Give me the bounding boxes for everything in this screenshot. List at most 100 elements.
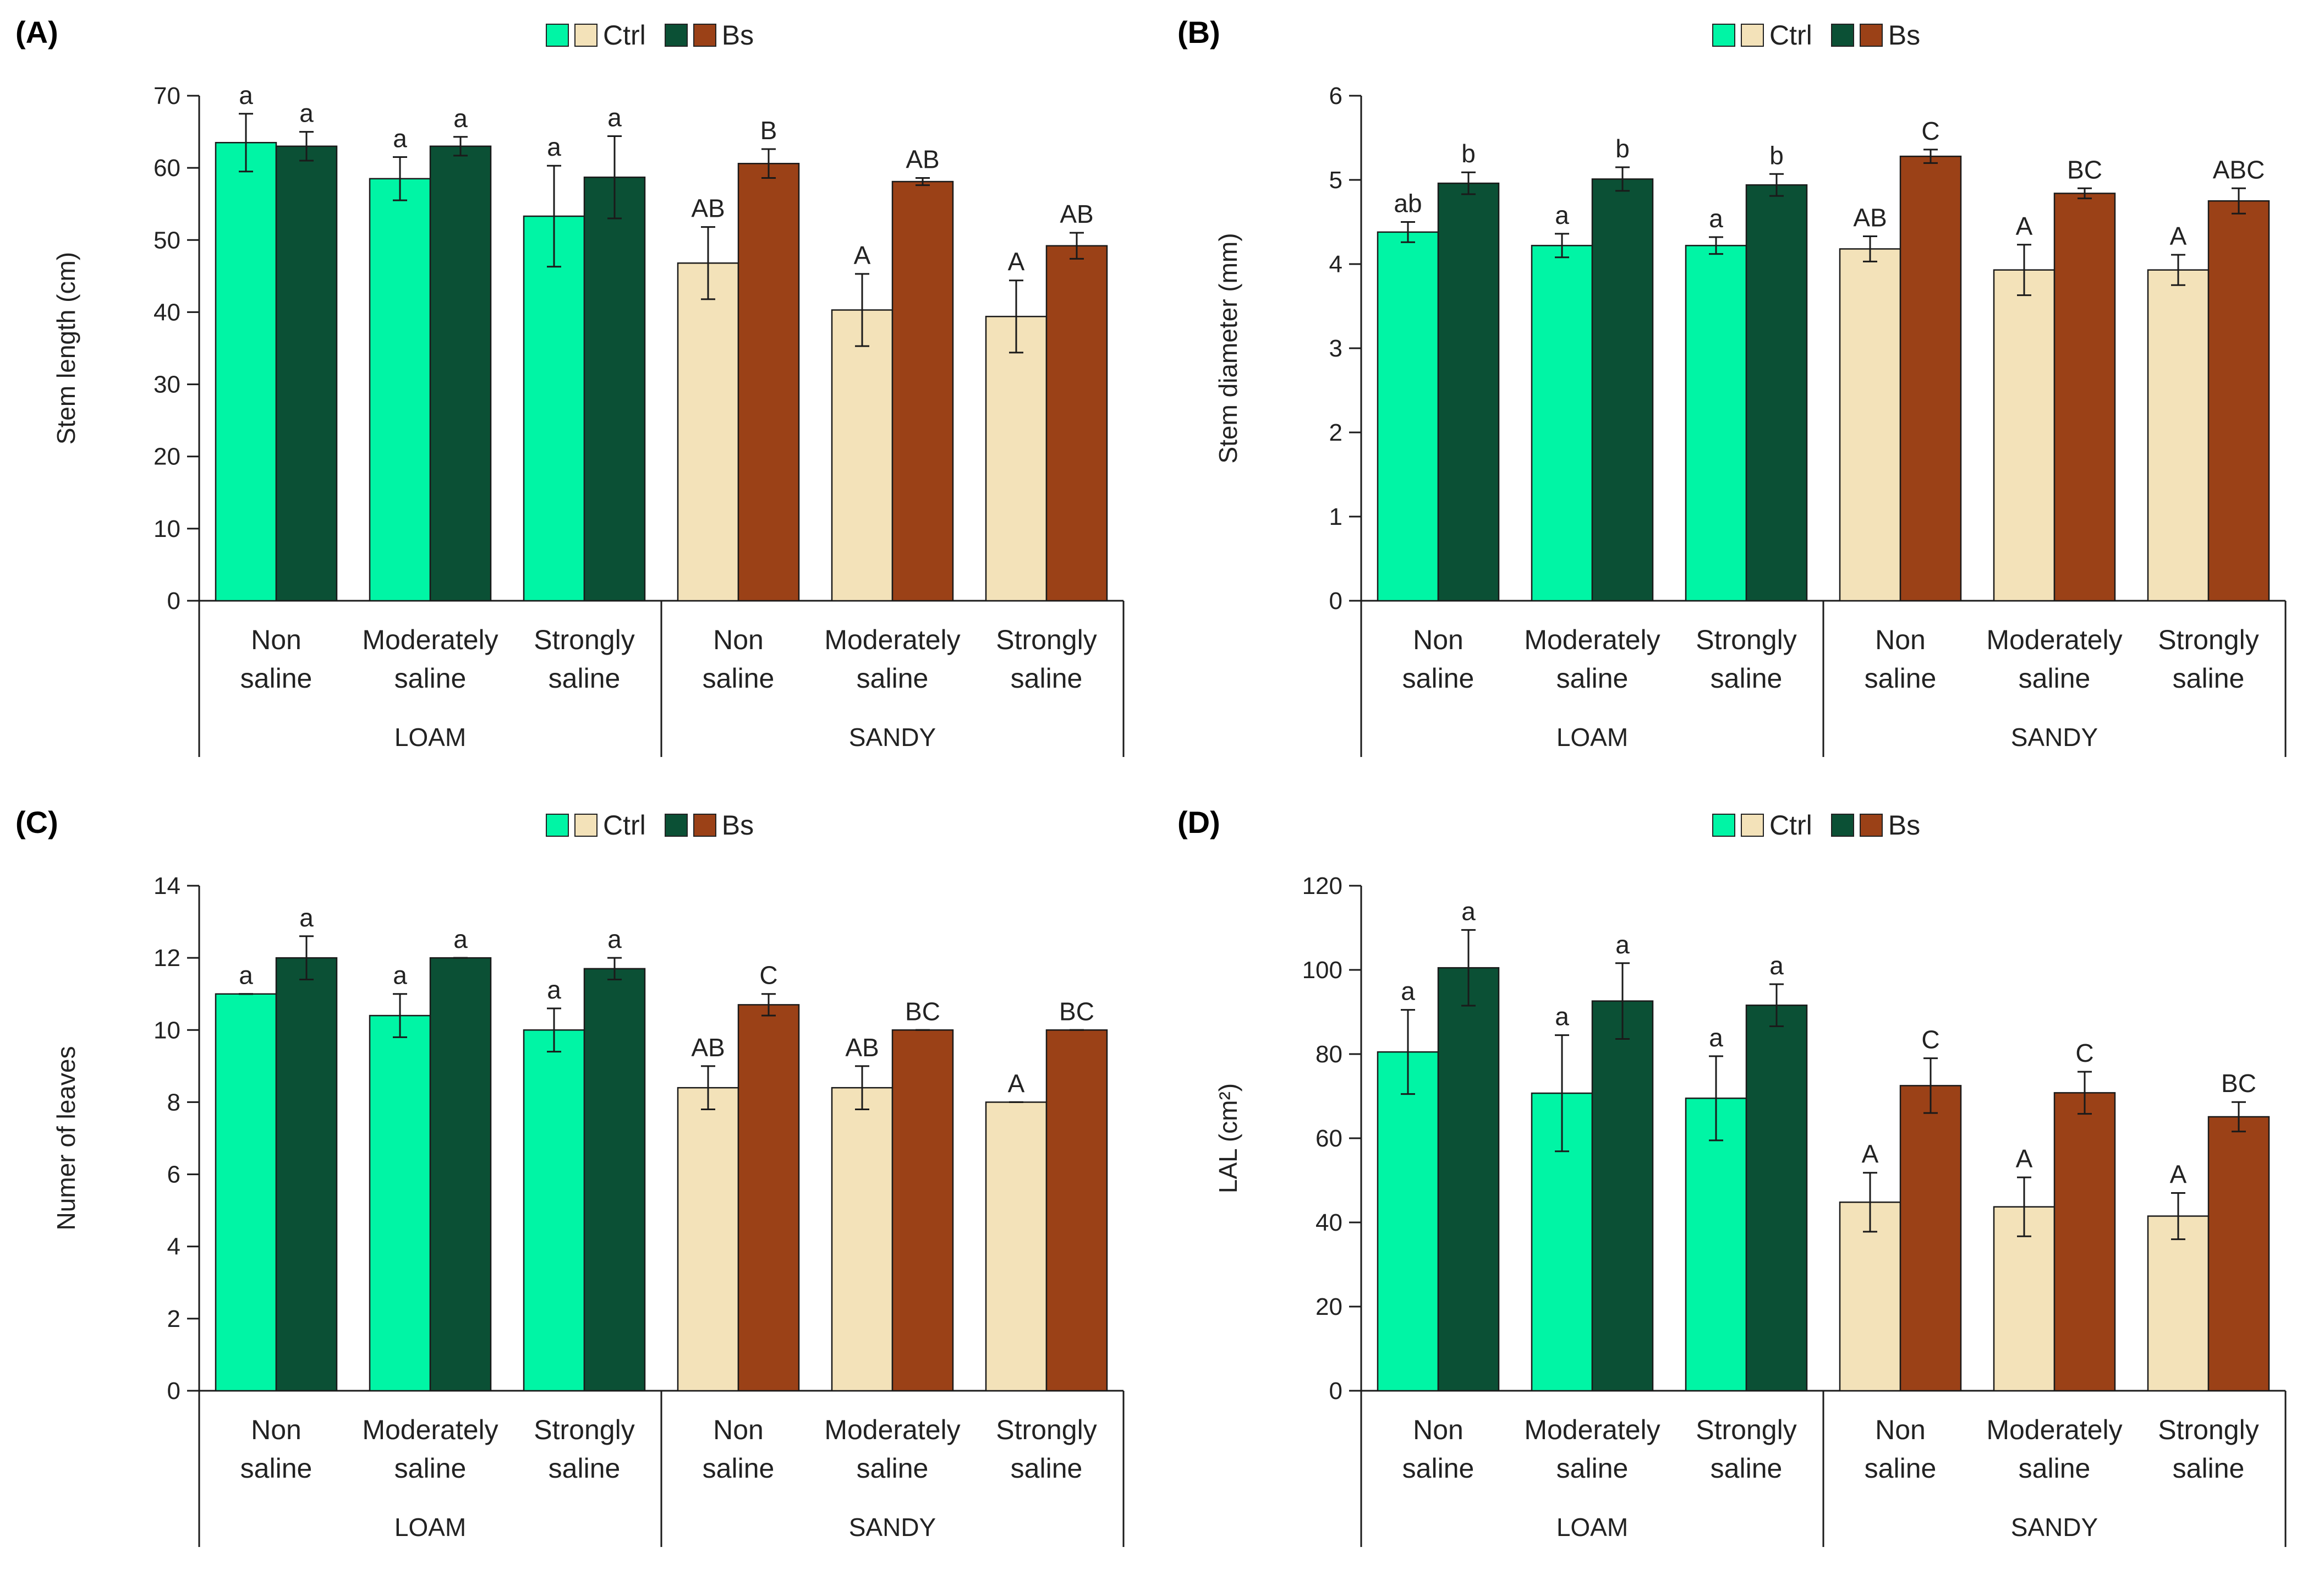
x-category-label-line2: saline xyxy=(394,663,467,694)
x-category-label-line2: saline xyxy=(703,663,775,694)
x-category-label-line1: Non xyxy=(1413,1414,1464,1445)
x-category-label-line2: saline xyxy=(2173,663,2245,694)
legend-swatch-loam-bs xyxy=(1830,24,1854,47)
y-tick-label: 30 xyxy=(154,371,180,398)
x-group-label: SANDY xyxy=(2011,1513,2098,1541)
bar-ctrl xyxy=(1685,1098,1747,1392)
x-category-label-line2: saline xyxy=(857,663,929,694)
x-category-label-line2: saline xyxy=(703,1453,775,1484)
significance-label: AB xyxy=(1060,200,1093,228)
legend-swatch-sandy-bs xyxy=(1859,814,1883,837)
bar-ctrl xyxy=(677,1087,739,1392)
significance-label: a xyxy=(1401,977,1415,1006)
legend-bs-label: Bs xyxy=(721,20,754,51)
x-category-label-line2: saline xyxy=(549,1453,621,1484)
x-group-label: SANDY xyxy=(2011,723,2098,751)
y-tick-label: 5 xyxy=(1329,167,1342,194)
bar-bs xyxy=(275,145,338,602)
x-category-label-line2: saline xyxy=(1011,1453,1083,1484)
bar-ctrl xyxy=(369,178,431,602)
significance-label: a xyxy=(1461,897,1476,925)
x-category-label-line1: Moderately xyxy=(1524,1414,1660,1445)
x-category-label-line1: Strongly xyxy=(534,1414,634,1445)
significance-label: b xyxy=(1769,141,1784,169)
bar-ctrl xyxy=(1377,231,1439,602)
significance-label: b xyxy=(1461,139,1476,168)
bar-bs xyxy=(1437,967,1500,1392)
y-tick-label: 80 xyxy=(1316,1041,1342,1068)
legend-swatch-sandy-ctrl xyxy=(574,24,598,47)
bar-ctrl xyxy=(2147,269,2210,602)
bar-bs xyxy=(1745,1005,1808,1392)
legend-bs-label: Bs xyxy=(1888,20,1921,51)
y-tick-label: 40 xyxy=(1316,1209,1342,1236)
legend-swatch-sandy-bs xyxy=(693,814,716,837)
chart-b: 0 1 2 3 4 5 6 Stem diameter (mm) Non saline Modera… xyxy=(1214,83,2287,757)
y-tick-label: 1 xyxy=(1329,503,1342,530)
significance-label: ab xyxy=(1394,189,1422,218)
y-axis-title: Stem diameter (mm) xyxy=(1214,233,1242,463)
panel-label: (C) xyxy=(15,805,58,840)
significance-label: a xyxy=(453,925,468,953)
significance-label: BC xyxy=(1059,997,1094,1025)
significance-label: a xyxy=(1615,930,1630,959)
bar-bs xyxy=(583,968,646,1392)
significance-label: BC xyxy=(2221,1069,2256,1098)
x-group-label: LOAM xyxy=(1556,1513,1628,1541)
legend-ctrl-label: Ctrl xyxy=(1769,20,1812,51)
significance-label: a xyxy=(1555,201,1569,229)
x-category-label-line2: saline xyxy=(240,663,313,694)
significance-label: a xyxy=(299,903,314,932)
x-category-label-line1: Strongly xyxy=(534,624,634,655)
bar-bs xyxy=(891,180,954,602)
x-category-label-line1: Non xyxy=(1413,624,1464,655)
x-category-label-line2: saline xyxy=(394,1453,467,1484)
y-tick-label: 20 xyxy=(154,443,180,470)
y-tick-label: 3 xyxy=(1329,335,1342,362)
legend-swatch-loam-bs xyxy=(664,24,688,47)
y-tick-label: 8 xyxy=(167,1089,180,1116)
y-tick-label: 2 xyxy=(167,1305,180,1332)
x-category-label-line2: saline xyxy=(1556,1453,1629,1484)
y-tick-label: 6 xyxy=(1329,83,1342,109)
x-category-label-line2: saline xyxy=(2173,1453,2245,1484)
legend-swatch-sandy-ctrl xyxy=(1741,814,1764,837)
y-tick-label: 50 xyxy=(154,227,180,254)
significance-label: a xyxy=(607,103,622,131)
bar-bs xyxy=(2053,1092,2116,1392)
y-tick-label: 70 xyxy=(154,83,180,109)
legend-swatch-loam-bs xyxy=(1830,814,1854,837)
bar-bs xyxy=(1591,1000,1654,1392)
bar-bs xyxy=(2053,193,2116,602)
x-category-label-line2: saline xyxy=(2019,1453,2091,1484)
significance-label: AB xyxy=(906,145,939,174)
significance-label: a xyxy=(239,81,253,109)
legend-swatch-sandy-bs xyxy=(693,24,716,47)
chart-d: 0 20 40 60 80 100 120 LAL (cm²) Non saline Moderat… xyxy=(1214,873,2287,1547)
x-category-label-line1: Non xyxy=(251,624,302,655)
legend-swatch-sandy-bs xyxy=(1859,24,1883,47)
bar-ctrl xyxy=(369,1014,431,1392)
bar-bs xyxy=(891,1029,954,1392)
bar-ctrl xyxy=(1993,1206,2056,1392)
legend-swatch-loam-ctrl xyxy=(546,24,569,47)
legend-swatch-sandy-ctrl xyxy=(574,814,598,837)
significance-label: AB xyxy=(1853,204,1887,232)
x-category-label-line1: Strongly xyxy=(1696,624,1796,655)
panel-b: (B) Ctrl Bs 0 1 2 3 4 5 6 Stem diameter (mm) Non… xyxy=(1162,0,2324,790)
legend-swatch-loam-bs xyxy=(664,814,688,837)
panel-d: (D) Ctrl Bs 0 20 40 60 80 100 120 LAL (cm²) Non s… xyxy=(1162,790,2324,1580)
y-tick-label: 20 xyxy=(1316,1293,1342,1320)
bar-ctrl xyxy=(677,262,739,602)
significance-label: A xyxy=(1008,1069,1025,1098)
significance-label: A xyxy=(2016,212,2033,240)
x-category-label-line2: saline xyxy=(1865,1453,1937,1484)
significance-label: A xyxy=(2170,1160,2187,1188)
x-category-label-line2: saline xyxy=(240,1453,313,1484)
bar-ctrl xyxy=(831,309,894,602)
legend: Ctrl Bs xyxy=(1712,19,1939,52)
y-tick-label: 10 xyxy=(154,515,180,542)
significance-label: C xyxy=(2075,1039,2093,1067)
bar-bs xyxy=(1899,155,1962,602)
legend-bs-label: Bs xyxy=(721,810,754,841)
